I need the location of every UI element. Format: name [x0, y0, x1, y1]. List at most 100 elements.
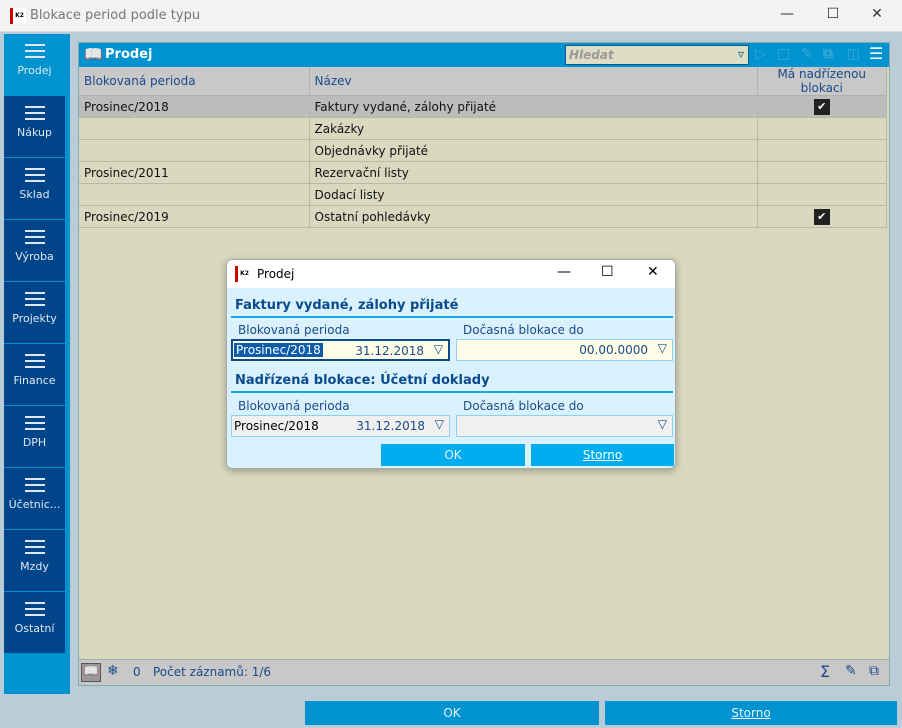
ok-button[interactable]: OK — [305, 701, 599, 725]
parent-temp-block-field: ▽ — [456, 415, 673, 437]
sidebar-item-7[interactable]: Účetnic... — [4, 468, 65, 529]
new-document-icon[interactable]: □ — [777, 46, 791, 62]
dropdown-icon[interactable]: ▽ — [433, 342, 443, 356]
period-value: Prosinec/2018 — [234, 343, 323, 357]
checkbox-checked-icon[interactable]: ✔ — [813, 98, 830, 115]
parent-period-date: 31.12.2018 — [356, 419, 425, 433]
divider — [231, 391, 673, 393]
dialog-close-icon[interactable]: ✕ — [647, 264, 659, 280]
menu-icon — [24, 354, 45, 368]
cell-name: Zakázky — [309, 117, 758, 140]
edit-icon[interactable]: ✎ — [801, 46, 813, 62]
sidebar-item-6[interactable]: DPH — [4, 406, 65, 467]
minimize-icon[interactable]: — — [780, 6, 794, 22]
sidebar-item-label: Prodej — [17, 64, 52, 77]
sidebar-item-label: Ostatní — [14, 622, 55, 635]
table-row[interactable]: Objednávky přijaté — [79, 139, 887, 162]
sidebar-item-0[interactable]: Prodej — [4, 34, 65, 95]
temp-block-field[interactable]: 00.00.0000 ▽ — [456, 339, 673, 361]
sidebar-item-label: DPH — [22, 436, 47, 449]
menu-icon — [24, 168, 45, 182]
snowflake-icon[interactable]: ❄ — [107, 663, 119, 679]
checkbox-checked-icon[interactable]: ✔ — [813, 208, 830, 225]
cancel-button[interactable]: Storno — [605, 701, 897, 725]
record-count: Počet záznamů: 1/6 — [153, 665, 272, 679]
cell-period — [79, 139, 310, 162]
menu-icon — [24, 602, 45, 616]
panel-header: 📖 Prodej Hledat ▿ ▷ □ ✎ ⧉ ◫ ☰ — [79, 43, 889, 67]
cell-parent — [757, 183, 887, 206]
sidebar-item-4[interactable]: Projekty — [4, 282, 65, 343]
book-icon: 📖 — [84, 45, 103, 63]
cell-period: Prosinec/2019 — [79, 205, 310, 228]
copy-icon[interactable]: ⧉ — [823, 46, 833, 62]
sidebar-item-8[interactable]: Mzdy — [4, 530, 65, 591]
label-period: Blokovaná perioda — [238, 399, 350, 413]
table-row[interactable]: Prosinec/2019 Ostatní pohledávky ✔ — [79, 205, 887, 228]
section-title-parent: Nadřízená blokace: Účetní doklady — [235, 373, 490, 388]
sidebar-item-label: Nákup — [17, 126, 52, 139]
sidebar-item-5[interactable]: Finance — [4, 344, 65, 405]
k2-logo: K2 — [235, 266, 251, 282]
cell-period — [79, 117, 310, 140]
menu-icon — [24, 230, 45, 244]
cell-period: Prosinec/2011 — [79, 161, 310, 184]
period-field[interactable]: Prosinec/2018 31.12.2018 ▽ — [231, 339, 450, 361]
maximize-icon[interactable]: ☐ — [826, 6, 840, 22]
table-row[interactable]: Dodací listy — [79, 183, 887, 206]
cell-period: Prosinec/2018 — [79, 95, 310, 118]
sidebar-item-label: Sklad — [19, 188, 50, 201]
book-view-icon[interactable]: 📖 — [81, 663, 101, 682]
dialog-title: Prodej — [257, 267, 295, 281]
dialog-title-bar: K2 Prodej — ☐ ✕ — [227, 260, 675, 288]
close-icon[interactable]: ✕ — [871, 6, 883, 22]
cell-parent — [757, 117, 887, 140]
sidebar-item-label: Projekty — [12, 312, 57, 325]
add-record-icon[interactable]: ⧉ — [869, 663, 879, 679]
column-header-name[interactable]: Název — [309, 67, 758, 96]
parent-period-value: Prosinec/2018 — [234, 419, 319, 433]
delete-icon[interactable]: ◫ — [847, 46, 861, 62]
dialog-maximize-icon[interactable]: ☐ — [601, 264, 614, 280]
sum-icon[interactable]: Σ — [820, 662, 831, 681]
sidebar-item-2[interactable]: Sklad — [4, 158, 65, 219]
cell-parent: ✔ — [757, 205, 887, 228]
label-temp-block: Dočasná blokace do — [463, 323, 584, 337]
prodej-dialog: K2 Prodej — ☐ ✕ Faktury vydané, zálohy p… — [226, 259, 676, 469]
play-icon[interactable]: ▷ — [755, 46, 766, 62]
menu-icon — [24, 44, 45, 58]
dialog-ok-button[interactable]: OK — [381, 444, 525, 466]
cell-name: Objednávky přijaté — [309, 139, 758, 162]
window-title: Blokace period podle typu — [30, 8, 201, 23]
column-header-parent[interactable]: Má nadřízenou blokaci — [757, 67, 887, 96]
sidebar-item-9[interactable]: Ostatní — [4, 592, 65, 653]
sidebar-item-label: Výroba — [15, 250, 54, 263]
filter-count: 0 — [133, 665, 141, 679]
period-date: 31.12.2018 — [355, 344, 424, 358]
label-temp-block: Dočasná blokace do — [463, 399, 584, 413]
search-placeholder: Hledat — [569, 48, 614, 62]
sidebar-item-3[interactable]: Výroba — [4, 220, 65, 281]
menu-icon[interactable]: ☰ — [869, 44, 884, 63]
prodej-panel: 📖 Prodej Hledat ▿ ▷ □ ✎ ⧉ ◫ ☰ Blokovaná p… — [78, 42, 890, 686]
menu-icon — [24, 416, 45, 430]
sidebar-item-label: Finance — [13, 374, 56, 387]
pencil-icon[interactable]: ✎ — [845, 663, 857, 679]
cell-parent — [757, 139, 887, 162]
dialog-minimize-icon[interactable]: — — [557, 264, 571, 280]
table-row[interactable]: Zakázky — [79, 117, 887, 140]
dropdown-icon[interactable]: ▽ — [657, 341, 667, 355]
cell-parent — [757, 161, 887, 184]
cell-name: Dodací listy — [309, 183, 758, 206]
table-row[interactable]: Prosinec/2018 Faktury vydané, zálohy přij… — [79, 95, 887, 118]
sidebar-item-1[interactable]: Nákup — [4, 96, 65, 157]
column-header-period[interactable]: Blokovaná perioda — [79, 67, 310, 96]
menu-icon — [24, 540, 45, 554]
table-row[interactable]: Prosinec/2011 Rezervační listy — [79, 161, 887, 184]
search-input[interactable]: Hledat ▿ — [565, 45, 749, 65]
filter-icon[interactable]: ▿ — [737, 47, 744, 61]
title-bar: K2 Blokace period podle typu — ☐ ✕ — [0, 0, 902, 32]
dialog-cancel-button[interactable]: Storno — [531, 444, 674, 466]
parent-period-field: Prosinec/2018 31.12.2018 ▽ — [231, 415, 450, 437]
k2-logo: K2 — [10, 8, 26, 24]
